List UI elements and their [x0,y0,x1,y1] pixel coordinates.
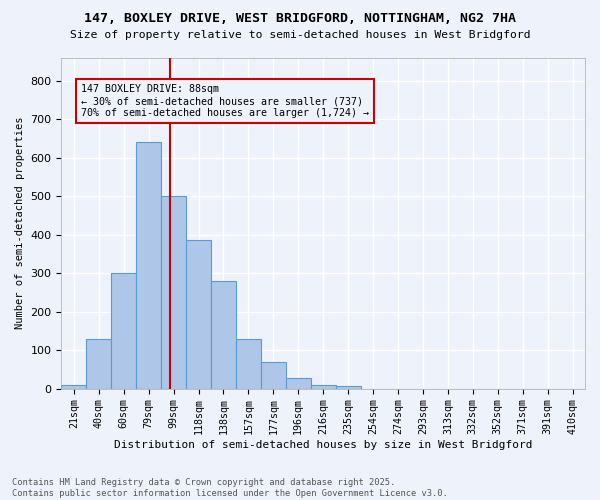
Bar [186,240,211,388]
Bar [286,378,311,388]
Bar [311,385,335,388]
Bar [211,281,236,388]
Y-axis label: Number of semi-detached properties: Number of semi-detached properties [15,117,25,330]
Text: Contains HM Land Registry data © Crown copyright and database right 2025.
Contai: Contains HM Land Registry data © Crown c… [12,478,448,498]
Text: 147, BOXLEY DRIVE, WEST BRIDGFORD, NOTTINGHAM, NG2 7HA: 147, BOXLEY DRIVE, WEST BRIDGFORD, NOTTI… [84,12,516,26]
Bar [86,338,111,388]
Bar [335,386,361,388]
Text: Size of property relative to semi-detached houses in West Bridgford: Size of property relative to semi-detach… [70,30,530,40]
Bar [136,142,161,388]
Text: 147 BOXLEY DRIVE: 88sqm
← 30% of semi-detached houses are smaller (737)
70% of s: 147 BOXLEY DRIVE: 88sqm ← 30% of semi-de… [82,84,370,117]
Bar [236,338,261,388]
Bar [61,385,86,388]
Bar [261,362,286,388]
X-axis label: Distribution of semi-detached houses by size in West Bridgford: Distribution of semi-detached houses by … [114,440,532,450]
Bar [111,273,136,388]
Bar [161,196,186,388]
